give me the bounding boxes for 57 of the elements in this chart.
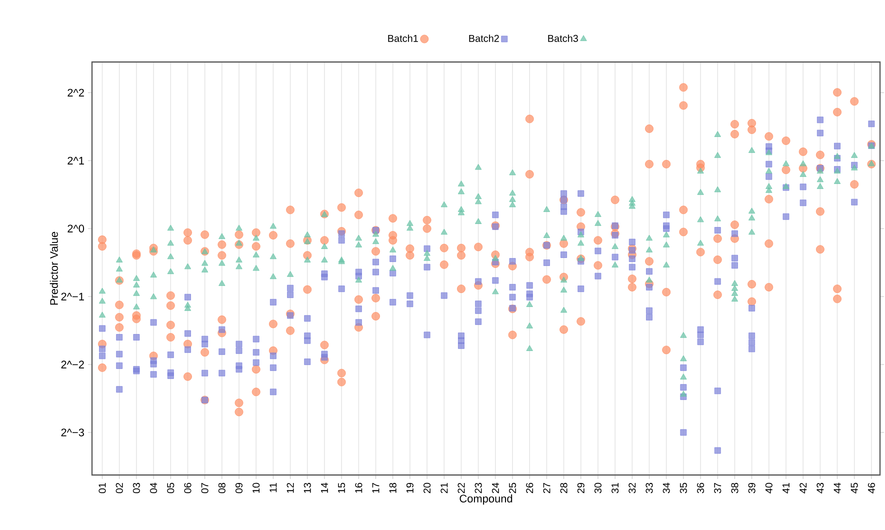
x-tick-label: 40	[765, 482, 772, 494]
x-tick-label: 46	[868, 482, 875, 494]
x-tick-label: 09	[235, 482, 243, 494]
x-tick-label: 21	[440, 482, 448, 494]
x-tick-label: 37	[714, 482, 722, 494]
legend-label: Batch1	[388, 34, 418, 42]
x-tick-label: 33	[646, 482, 653, 494]
x-tick-label: 06	[184, 482, 192, 494]
x-tick-label: 18	[389, 482, 396, 493]
y-tick-label: 2^−2	[61, 360, 84, 368]
y-tick-label: 2^0	[68, 224, 84, 232]
x-tick-label: 10	[252, 482, 260, 493]
y-tick-label: 2^−3	[61, 428, 84, 436]
x-tick-label: 23	[474, 482, 482, 494]
legend-label: Batch2	[469, 34, 499, 42]
x-tick-label: 01	[98, 482, 106, 494]
x-axis-title: Compound	[460, 494, 512, 505]
x-tick-label: 17	[372, 482, 380, 493]
x-tick-label: 24	[492, 482, 499, 494]
x-tick-label: 20	[424, 482, 431, 494]
x-tick-label: 34	[662, 482, 670, 494]
x-tick-label: 19	[406, 482, 414, 493]
x-tick-label: 03	[132, 482, 140, 494]
x-tick-label: 36	[697, 482, 704, 494]
x-tick-label: 04	[150, 482, 158, 494]
x-tick-label: 38	[731, 482, 738, 494]
y-axis-title: Predictor Value	[50, 232, 58, 305]
x-tick-label: 32	[628, 482, 636, 494]
x-tick-label: 07	[201, 482, 208, 494]
x-tick-label: 29	[577, 482, 584, 494]
x-tick-label: 30	[594, 482, 602, 494]
x-tick-label: 44	[834, 482, 841, 494]
x-tick-label: 42	[800, 482, 807, 494]
x-tick-label: 27	[543, 482, 550, 494]
x-tick-label: 39	[748, 482, 756, 494]
legend-label: Batch3	[548, 34, 578, 42]
y-tick-label: 2^−1	[61, 292, 84, 300]
x-tick-label: 28	[560, 482, 568, 494]
x-tick-label: 26	[526, 482, 534, 494]
x-tick-label: 15	[338, 482, 346, 493]
y-tick-label: 2^2	[68, 88, 84, 96]
y-tick-label: 2^1	[68, 156, 84, 164]
x-tick-label: 25	[508, 482, 516, 494]
x-tick-label: 08	[218, 482, 226, 494]
x-tick-label: 22	[458, 482, 465, 494]
x-tick-label: 11	[270, 482, 277, 492]
x-tick-label: 43	[816, 482, 824, 494]
x-tick-label: 45	[850, 482, 858, 494]
x-tick-label: 05	[167, 482, 174, 494]
x-tick-label: 16	[355, 482, 362, 493]
x-tick-label: 35	[680, 482, 687, 494]
x-tick-label: 13	[304, 482, 311, 493]
x-tick-label: 14	[321, 482, 328, 493]
x-tick-label: 12	[286, 482, 294, 493]
x-tick-label: 41	[782, 482, 790, 494]
x-tick-label: 02	[116, 482, 123, 494]
x-tick-label: 31	[612, 482, 619, 494]
